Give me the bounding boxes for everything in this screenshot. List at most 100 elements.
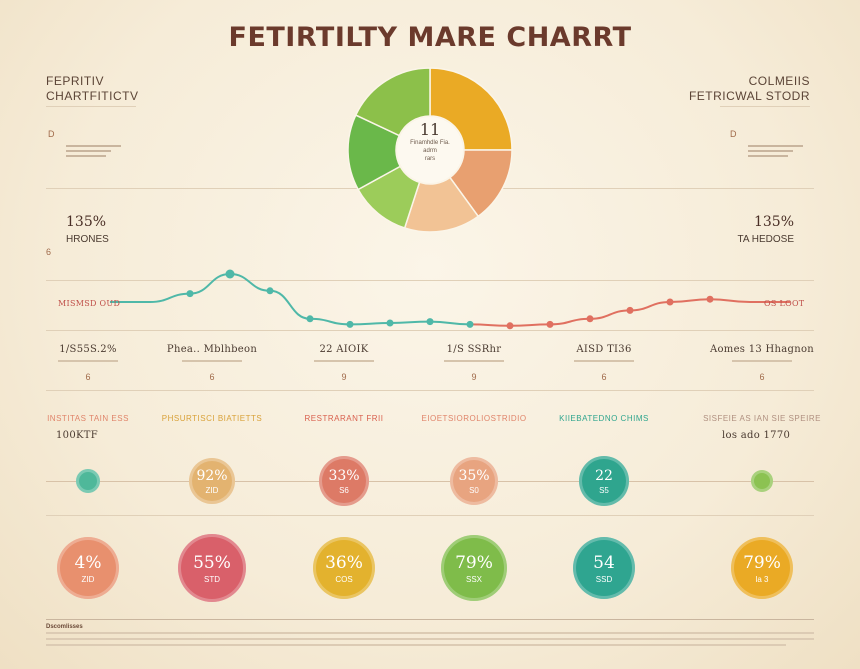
divider-line [46,330,814,331]
right-header: COLMEIIS FETRICWAL STODR [689,74,810,104]
caption-line [58,360,118,362]
line-point [346,320,354,328]
line-point [666,298,674,306]
caption-mark: 6 [209,372,215,382]
footer-line [46,632,814,634]
caption-text: Phea.. Mblhbeon [166,344,258,355]
row2-circle-0: 4% ZID [57,537,119,599]
footer-head: Dscomlisses [46,624,83,630]
right-header-line-1: COLMEIIS [748,74,810,88]
row1-circle-3: 35% S0 [450,457,498,505]
legend-line [748,150,793,152]
pie-center-line-3: rars [424,156,436,162]
line-series-teal [109,272,471,326]
section-head-4: KIIEBATEDNO CHIMS [559,414,649,423]
circle-sub: ZID [81,574,95,584]
divider-mid [46,280,814,281]
line-point [586,315,594,323]
footer: Dscomlisses [46,624,814,646]
row2-circle-1: 55% STD [178,534,246,602]
mid-left-stat: 100KTF [56,430,98,441]
pie-center-big: 11 [419,120,441,139]
legend-line [66,145,121,147]
left-legend: D [48,124,138,157]
line-point [225,269,235,279]
caption-text: 22 AIOIK [319,344,369,355]
pie-slice-5 [354,67,431,137]
circle-value: 92% [196,467,228,484]
right-stat-value: 135% [753,214,794,230]
line-point [546,320,554,328]
circle-sub: COS [335,574,353,584]
left-legend-mark: D [48,129,55,139]
circle-sub: SSX [465,574,482,584]
line-point [626,306,634,314]
legend-line [66,155,106,157]
line-point [306,315,314,323]
section-head-row: INSTITAS TAIN ESS PHSURTISCI BIATIETTS RES… [0,414,860,428]
circle-value: 55% [193,552,231,573]
row1-axis [46,481,814,482]
caption-5: Aomes 13 Hhagnon 6 [702,344,822,382]
left-header-line-1: FEPRITIV [46,74,105,88]
circle-value: 36% [325,552,363,573]
right-header-line-2: FETRICWAL STODR [688,89,810,103]
left-header-rule [46,106,136,107]
footer-rule [46,619,814,620]
row2-circle-4: 54 SSD [573,537,635,599]
caption-mark: 6 [85,372,91,382]
right-stat-label: TA HEDOSE [737,234,795,245]
section-head-3: EIOETSIOROLIOSTRIDIO [421,414,527,423]
pie-center-line-1: Finamhdle Fia. [410,140,450,146]
section-head-1: PHSURTISCI BIATIETTS [161,414,263,423]
footer-line [46,638,814,640]
row2-circle-5: 79% la 3 [731,537,793,599]
row1-circle-1: 92% ZID [189,458,235,504]
legend-line [748,155,788,157]
line-point [386,319,394,327]
line-point [266,287,274,295]
caption-mark: 9 [341,372,347,382]
right-header-rule [720,106,810,107]
pie-chart [347,67,513,233]
chart-title: FETIRTILTY MARE CHARRT [228,22,632,53]
caption-mark: 9 [471,372,477,382]
pie-hole [397,117,463,183]
line-point [706,295,714,303]
row2-circles: 4% ZID 55% STD 36% COS 79% SSX 54 SSD 79% la 3 [0,528,860,608]
circle-sub: ZID [205,485,219,495]
caption-3: 1/S SSRhr 9 [414,344,534,382]
caption-line [182,360,242,362]
section-head-5: SISFEIE AS IAN SIE SPEIRE [703,414,821,423]
circle-value: 33% [328,467,360,484]
row2-circle-3: 79% SSX [441,535,507,601]
left-stat: 135% HRONES [66,214,109,245]
circle-value: 4% [74,552,102,573]
legend-line [66,150,111,152]
caption-row: 1/S55S.2% 6 Phea.. Mblhbeon 6 22 AIOIK 9 1/S S… [0,344,860,390]
circle-value: 54 [593,552,615,573]
pie-slice-0 [429,67,513,151]
caption-line [732,360,792,362]
legend-line [748,145,803,147]
circle-value: 22 [595,467,613,484]
line-point [506,322,514,330]
section-head-0: INSTITAS TAIN ESS [47,414,129,423]
divider-row1 [46,515,814,516]
circle-value: 79% [743,552,781,573]
row1-circle-0 [76,469,100,493]
section-head-2: RESTRARANT FRII [304,414,384,423]
circle-sub: la 3 [755,574,769,584]
caption-0: 1/S55S.2% 6 [28,344,148,382]
left-stat-label: HRONES [66,234,109,245]
right-legend-mark: D [730,129,737,139]
left-stat-value: 135% [66,214,107,230]
footer-line [46,644,786,646]
divider-captions [46,390,814,391]
caption-text: AISD TI36 [576,344,632,355]
caption-text: Aomes 13 Hhagnon [709,344,815,355]
caption-1: Phea.. Mblhbeon 6 [152,344,272,382]
circle-sub: S0 [469,485,479,495]
right-legend: D [730,124,820,157]
left-header: FEPRITIV CHARTFITICTV [46,74,138,104]
